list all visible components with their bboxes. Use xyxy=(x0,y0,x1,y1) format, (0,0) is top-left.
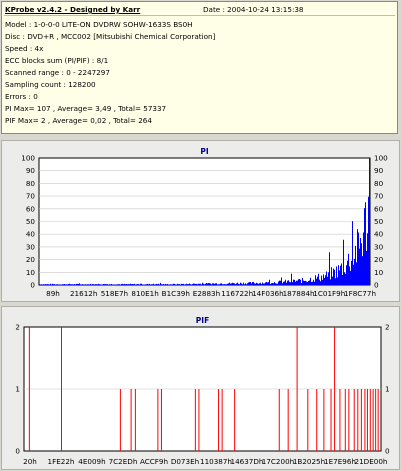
y-tick-label: 20 xyxy=(26,255,36,264)
y-tick-label: 60 xyxy=(26,204,36,213)
x-tick-label: 14637Dh xyxy=(231,457,264,466)
x-tick-label: 14F036h xyxy=(252,289,284,298)
pi-chart: PI 0 0 10 10 20 20 30 30 40 40 50 50 60 60 70 70 80 80 90 90… xyxy=(21,147,388,298)
y-tick-label: 100 xyxy=(21,154,35,163)
x-tick-label: 7C2EDh xyxy=(109,457,138,466)
y-tick-label: 50 xyxy=(26,217,36,226)
pi-bars xyxy=(39,158,370,285)
x-tick-label: 1F8C77h xyxy=(344,289,376,298)
info-scanned-range: Scanned range : 0 - 2247297 xyxy=(5,68,110,77)
y-tick-label-right: 0 xyxy=(374,281,379,290)
x-tick-label: 17C200h xyxy=(262,457,294,466)
x-tick-label: 20h xyxy=(23,457,37,466)
x-tick-label: 518E7h xyxy=(101,289,128,298)
y-tick-label-right: 60 xyxy=(374,204,384,213)
y-tick-label: 2 xyxy=(15,323,20,332)
y-tick-label-right: 50 xyxy=(374,217,384,226)
y-tick-label: 80 xyxy=(26,179,36,188)
x-tick-label: 110387h xyxy=(200,457,232,466)
y-tick-label: 70 xyxy=(26,192,36,201)
x-tick-label: ACCF9h xyxy=(140,457,168,466)
x-tick-label: 116722h xyxy=(221,289,253,298)
info-errors: Errors : 0 xyxy=(5,92,38,101)
x-tick-label: 21DE00h xyxy=(355,457,388,466)
pif-chart-panel: PIF 0 0 1 1 2 2 20h 1FE22h 4E009h 7C2EDh ACCF9h D073… xyxy=(1,306,400,470)
info-pi-summary: PI Max= 107 , Average= 3,49 , Total= 573… xyxy=(5,104,167,113)
x-tick-label: D073Eh xyxy=(171,457,199,466)
y-tick-label: 30 xyxy=(26,242,36,251)
y-tick-label-right: 30 xyxy=(374,242,384,251)
info-speed: Speed : 4x xyxy=(5,44,44,53)
x-tick-label: B1C39h xyxy=(162,289,190,298)
y-tick-label: 90 xyxy=(26,166,36,175)
y-tick-label-right: 10 xyxy=(374,268,384,277)
x-tick-label: 1C01F9h xyxy=(313,289,345,298)
y-tick-label-right: 90 xyxy=(374,166,384,175)
chart-title: PI xyxy=(200,147,208,156)
info-ecc-blocks: ECC blocks sum (PI/PIF) : 8/1 xyxy=(5,56,109,65)
pi-chart-panel: PI 0 0 10 10 20 20 30 30 40 40 50 50 60 60 70 70 80 80 90 90… xyxy=(1,140,400,302)
y-tick-label-right: 0 xyxy=(385,447,390,456)
x-tick-label: E2883h xyxy=(193,289,220,298)
info-disc: Disc : DVD+R , MCC002 [Mitsubishi Chemic… xyxy=(5,32,216,41)
y-tick-label-right: 1 xyxy=(385,385,390,394)
scan-date: Date : 2004-10-24 13:15:38 xyxy=(203,5,304,14)
x-tick-label: 1FE22h xyxy=(48,457,75,466)
x-tick-label: 21612h xyxy=(70,289,97,298)
info-divider xyxy=(4,15,395,16)
y-tick-label: 40 xyxy=(26,230,36,239)
y-tick-label-right: 70 xyxy=(374,192,384,201)
y-tick-label-right: 80 xyxy=(374,179,384,188)
y-tick-label-right: 100 xyxy=(374,154,388,163)
x-tick-label: 187884h xyxy=(283,289,315,298)
y-tick-label-right: 2 xyxy=(385,323,390,332)
info-panel: KProbe v2.4.2 - Designed by Karr Date : … xyxy=(1,1,398,134)
app-title: KProbe v2.4.2 - Designed by Karr xyxy=(5,5,141,14)
x-tick-label: 1E7E96h xyxy=(324,457,356,466)
info-sampling-count: Sampling count : 128200 xyxy=(5,80,96,89)
x-tick-label: 1B2025h xyxy=(293,457,325,466)
y-tick-label: 0 xyxy=(15,447,20,456)
chart-title: PIF xyxy=(196,316,209,325)
y-tick-label: 1 xyxy=(15,385,20,394)
x-tick-label: 810E1h xyxy=(131,289,158,298)
x-tick-label: 4E009h xyxy=(78,457,105,466)
info-model: Model : 1-0-0-0 LITE-ON DVDRW SOHW-1633S… xyxy=(5,20,193,29)
y-tick-label: 0 xyxy=(30,281,35,290)
x-tick-label: 89h xyxy=(46,289,60,298)
y-tick-label-right: 40 xyxy=(374,230,384,239)
pif-chart: PIF 0 0 1 1 2 2 20h 1FE22h 4E009h 7C2EDh ACCF9h D073… xyxy=(15,316,390,466)
y-tick-label-right: 20 xyxy=(374,255,384,264)
y-tick-label: 10 xyxy=(26,268,36,277)
info-pif-summary: PIF Max= 2 , Average= 0,02 , Total= 264 xyxy=(5,116,152,125)
